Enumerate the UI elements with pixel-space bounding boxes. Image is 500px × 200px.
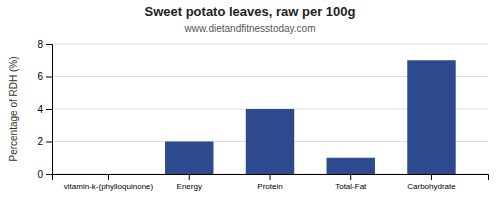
y-tick: 8 (37, 39, 52, 50)
grid (52, 44, 488, 174)
y-tick: 4 (37, 104, 52, 115)
y-tick-mark (46, 77, 52, 78)
y-tick-label: 0 (37, 169, 43, 180)
x-tick: Total-Fat (335, 174, 367, 191)
subtitle: www.dietandfitnesstoday.com (184, 23, 316, 34)
x-tick-label: Total-Fat (335, 182, 367, 191)
chart: 0 2 4 6 8 vitamin-k-(phylloquinone) Energy Prot… (0, 0, 500, 200)
x-axis: vitamin-k-(phylloquinone) Energy Protein To… (53, 174, 489, 191)
grid-line (52, 44, 488, 45)
bar (327, 158, 375, 174)
y-tick-label: 6 (37, 71, 43, 82)
x-tick-mark (108, 174, 109, 180)
x-tick: Carbohydrate (407, 174, 456, 191)
x-tick-label: Protein (257, 182, 282, 191)
x-tick: Energy (177, 174, 202, 191)
y-tick: 6 (37, 71, 52, 82)
x-tick: vitamin-k-(phylloquinone) (64, 174, 154, 191)
y-tick-mark (46, 142, 52, 143)
y-tick-mark (46, 174, 52, 175)
x-tick-label: vitamin-k-(phylloquinone) (64, 182, 154, 191)
title: Sweet potato leaves, raw per 100g (145, 4, 356, 19)
bar (407, 60, 455, 174)
x-tick-mark (189, 174, 190, 180)
bar (84, 174, 132, 175)
bar (246, 109, 294, 174)
plot-area (165, 60, 456, 174)
y-tick-mark (46, 44, 52, 45)
y-tick-label: 4 (37, 104, 43, 115)
x-tick-label: Energy (177, 182, 202, 191)
x-tick-label: Carbohydrate (407, 182, 456, 191)
x-tick-mark (431, 174, 432, 180)
y-axis: 0 2 4 6 8 (37, 39, 52, 180)
y-tick: 0 (37, 169, 52, 180)
y-axis-line (46, 45, 53, 175)
x-tick-mark (270, 174, 271, 180)
y-tick-label: 8 (37, 39, 43, 50)
x-tick-mark (350, 174, 351, 180)
x-axis-line (53, 175, 489, 181)
y-axis-title: Percentage of RDH (%) (8, 56, 19, 161)
x-tick: Protein (257, 174, 282, 191)
y-tick: 2 (37, 136, 52, 147)
y-tick-label: 2 (37, 136, 43, 147)
y-tick-mark (46, 109, 52, 110)
bar (165, 142, 213, 175)
